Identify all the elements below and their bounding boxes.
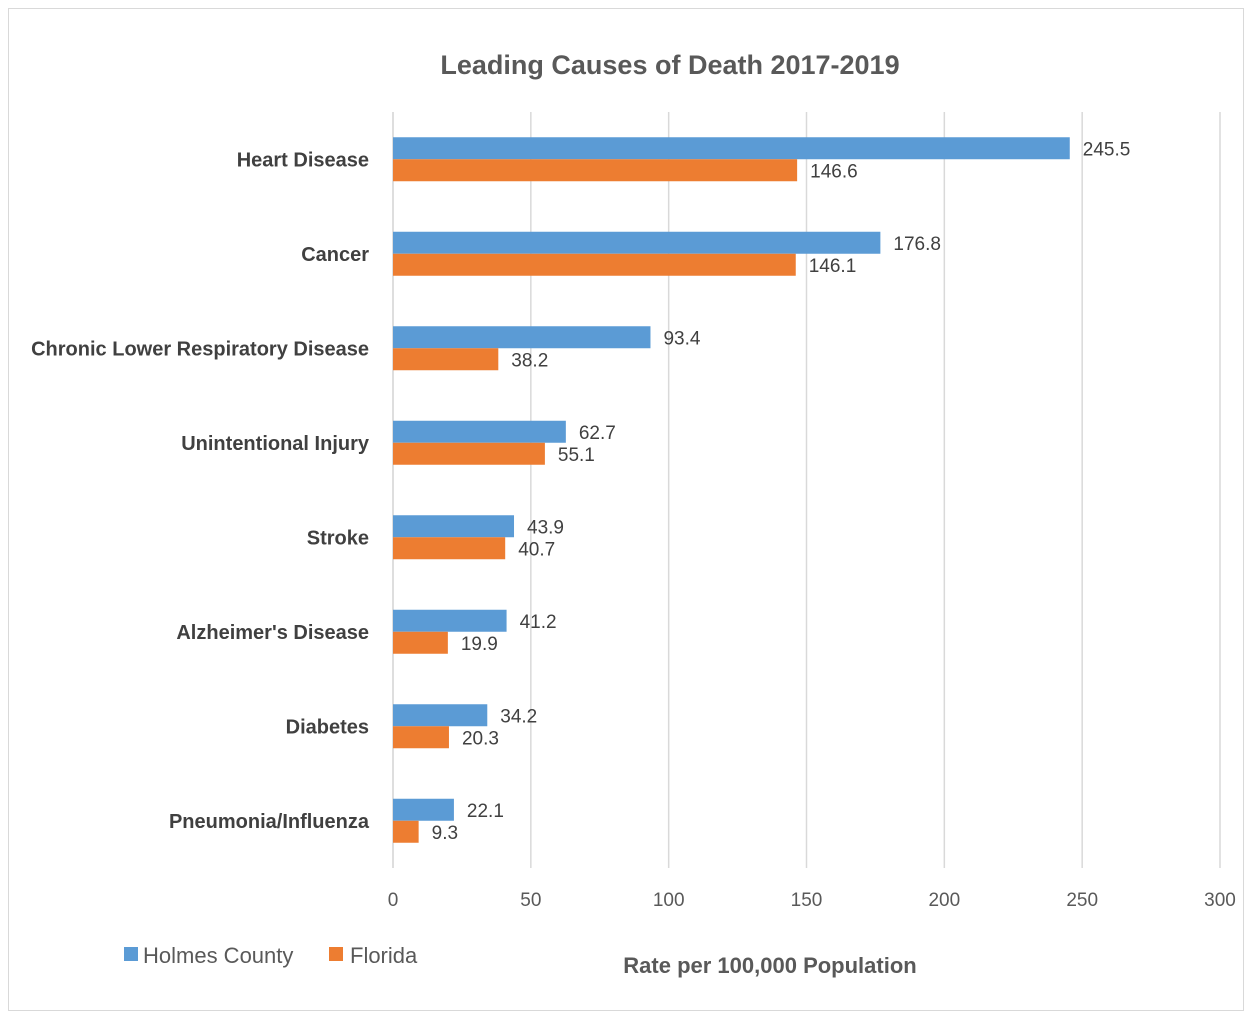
data-label-holmes-county-heart-disease: 245.5 [1083, 139, 1131, 160]
data-label-holmes-county-alzheimer-s-disease: 41.2 [520, 612, 557, 633]
category-label-stroke: Stroke [307, 527, 369, 549]
chart-title: Leading Causes of Death 2017-2019 [440, 50, 899, 80]
legend-swatch-florida [329, 947, 343, 961]
x-tick-label: 0 [388, 890, 399, 911]
bar-holmes-county-alzheimer-s-disease [393, 609, 507, 632]
category-label-unintentional-injury: Unintentional Injury [181, 433, 370, 455]
bars [393, 137, 1070, 843]
gridlines [392, 112, 1221, 868]
data-label-florida-pneumonia-influenza: 9.3 [432, 823, 458, 844]
bar-holmes-county-pneumonia-influenza [393, 798, 454, 821]
x-tick-label: 200 [928, 890, 960, 911]
legend-swatch-holmes-county [124, 947, 138, 961]
bar-holmes-county-stroke [393, 515, 515, 538]
category-label-chronic-lower-respiratory-disease: Chronic Lower Respiratory Disease [31, 338, 369, 360]
category-label-alzheimer-s-disease: Alzheimer's Disease [176, 622, 369, 644]
category-label-cancer: Cancer [301, 244, 369, 266]
data-label-holmes-county-unintentional-injury: 62.7 [579, 423, 616, 444]
data-label-holmes-county-cancer: 176.8 [893, 234, 941, 255]
bar-holmes-county-chronic-lower-respiratory-disease [393, 326, 651, 349]
bar-florida-unintentional-injury [393, 442, 545, 465]
category-label-diabetes: Diabetes [286, 716, 369, 738]
data-label-florida-heart-disease: 146.6 [810, 161, 858, 182]
data-label-florida-alzheimer-s-disease: 19.9 [461, 634, 498, 655]
data-label-florida-unintentional-injury: 55.1 [558, 445, 595, 466]
x-tick-label: 150 [791, 890, 823, 911]
x-axis-label: Rate per 100,000 Population [623, 953, 916, 978]
x-tick-label: 250 [1066, 890, 1098, 911]
data-label-holmes-county-chronic-lower-respiratory-disease: 93.4 [663, 328, 700, 349]
legend-label-florida: Florida [350, 943, 418, 968]
bar-holmes-county-heart-disease [393, 137, 1070, 160]
bar-florida-chronic-lower-respiratory-disease [393, 348, 499, 371]
x-tick-label: 300 [1204, 890, 1236, 911]
bar-florida-heart-disease [393, 159, 798, 182]
bar-florida-stroke [393, 537, 506, 560]
category-label-pneumonia-influenza: Pneumonia/Influenza [169, 811, 370, 833]
data-label-holmes-county-diabetes: 34.2 [500, 706, 537, 727]
bar-holmes-county-diabetes [393, 704, 488, 727]
data-label-florida-diabetes: 20.3 [462, 728, 499, 749]
category-label-heart-disease: Heart Disease [237, 149, 369, 171]
data-label-holmes-county-pneumonia-influenza: 22.1 [467, 801, 504, 822]
data-label-florida-cancer: 146.1 [809, 256, 857, 277]
bar-florida-pneumonia-influenza [393, 820, 419, 843]
legend-label-holmes-county: Holmes County [143, 943, 293, 968]
bar-florida-cancer [393, 253, 796, 276]
x-tick-label: 100 [653, 890, 685, 911]
bar-florida-alzheimer-s-disease [393, 631, 448, 654]
x-tick-label: 50 [520, 890, 541, 911]
legend: Holmes County Florida [124, 943, 418, 968]
data-label-florida-chronic-lower-respiratory-disease: 38.2 [511, 350, 548, 371]
data-label-holmes-county-stroke: 43.9 [527, 517, 564, 538]
bar-florida-diabetes [393, 726, 449, 749]
labels: 0 50 100 150 200 250 300 Heart Disease 245.5 146.… [31, 139, 1236, 911]
bar-holmes-county-cancer [393, 231, 881, 254]
bar-holmes-county-unintentional-injury [393, 420, 566, 443]
data-label-florida-stroke: 40.7 [518, 539, 555, 560]
